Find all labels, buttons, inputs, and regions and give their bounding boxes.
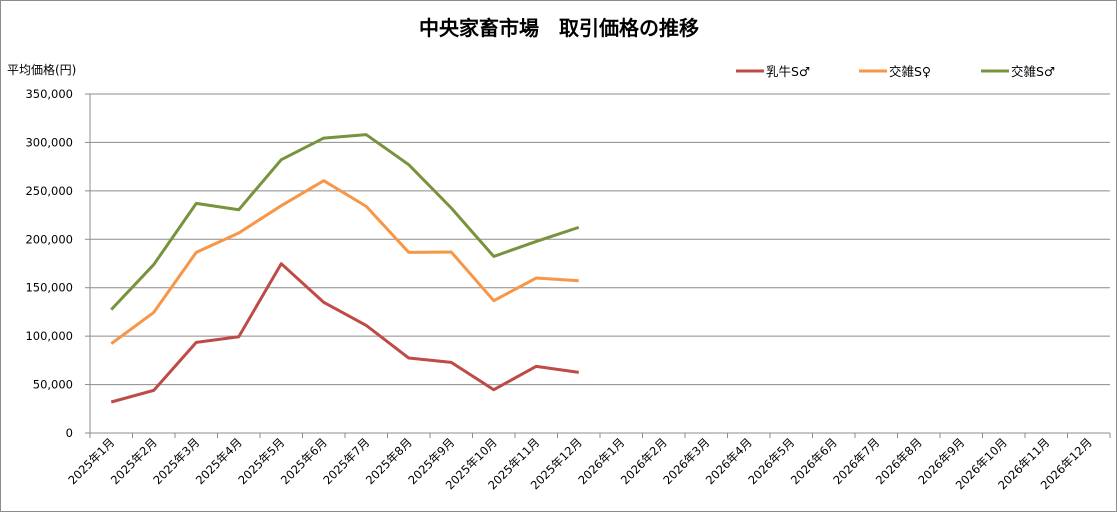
legend: 乳牛S♂ 交雑S♀ 交雑S♂: [736, 64, 1055, 79]
series-line-0: [111, 264, 579, 402]
legend-label-2: 交雑S♂: [1011, 64, 1055, 79]
y-tick-label: 250,000: [25, 184, 73, 198]
y-tick-label: 200,000: [25, 232, 73, 246]
series-line-2: [111, 135, 579, 310]
y-tick-label: 300,000: [25, 135, 73, 149]
y-axis-label: 平均価格(円): [7, 62, 76, 77]
gridlines: [90, 94, 1110, 433]
chart-title: 中央家畜市場 取引価格の推移: [419, 16, 699, 40]
y-tick-label: 350,000: [25, 87, 73, 101]
series-line-1: [111, 181, 579, 344]
y-tick-label: 0: [66, 426, 73, 440]
y-axis-ticks: 0 50,000 100,000 150,000 200,000 250,000 300,0…: [25, 87, 90, 440]
y-tick-label: 150,000: [25, 281, 73, 295]
y-tick-label: 50,000: [33, 378, 73, 392]
series-lines: [111, 135, 579, 403]
legend-label-1: 交雑S♀: [889, 64, 931, 79]
x-axis-ticks: 2025年1月2025年2月2025年3月2025年4月2025年5月2025年…: [65, 433, 1110, 492]
legend-label-0: 乳牛S♂: [766, 64, 810, 79]
y-tick-label: 100,000: [25, 329, 73, 343]
